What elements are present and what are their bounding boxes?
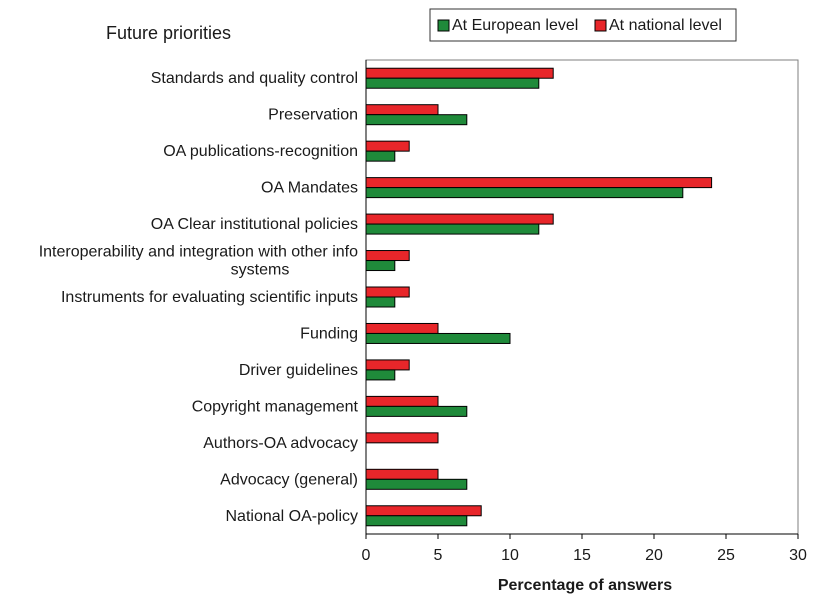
legend-label-national: At national level [609,17,722,34]
category-label-0: Standards and quality control [151,70,358,87]
category-label-1: Preservation [268,107,358,124]
bar-european-7 [365,332,511,344]
bar-european-5 [365,260,396,272]
bar-national-4 [365,213,554,225]
x-tick-label-4: 20 [645,547,663,564]
bar-national-11 [365,468,439,480]
bar-european-8 [365,369,396,381]
category-labels-group: Standards and quality control Preservatio… [39,70,359,525]
legend-box [429,8,737,42]
bar-european-1 [365,114,468,126]
bar-national-2 [365,140,410,152]
x-tick-label-5: 25 [717,547,735,564]
plot-area [365,59,799,535]
category-label-11: Advocacy (general) [220,471,358,488]
category-label-4: OA Clear institutional policies [151,216,358,233]
bar-national-1 [365,104,439,116]
bar-european-2 [365,150,396,162]
category-label-10: Authors-OA advocacy [203,435,358,452]
bar-european-11 [365,478,468,490]
category-label-8: Driver guidelines [239,362,358,379]
category-label-3: OA Mandates [261,180,358,197]
category-label-9: Copyright management [192,398,359,415]
bar-european-0 [365,77,540,89]
bars-group [365,67,713,527]
bar-national-6 [365,286,410,298]
bar-european-6 [365,296,396,308]
bar-national-3 [365,177,713,189]
bar-national-7 [365,322,439,334]
x-tick-label-1: 5 [434,547,443,564]
bar-national-9 [365,395,439,407]
bar-national-10 [365,432,439,444]
chart-title: Future priorities [106,23,231,43]
legend-label-european: At European level [452,17,578,34]
x-ticks-group: 0 5 10 15 20 25 30 [362,534,807,564]
bar-national-12 [365,505,482,517]
x-tick-label-6: 30 [789,547,807,564]
legend: At European level At national level [429,8,737,42]
bar-national-8 [365,359,410,371]
bar-national-5 [365,250,410,262]
bar-european-3 [365,187,684,199]
legend-swatch-national [594,19,607,32]
category-label-5: Interoperability and integration with ot… [39,244,358,279]
category-label-12: National OA-policy [226,508,359,525]
x-tick-label-0: 0 [362,547,371,564]
bar-european-4 [365,223,540,235]
bar-european-12 [365,515,468,527]
bar-european-9 [365,405,468,417]
x-axis-label: Percentage of answers [498,577,672,594]
x-tick-label-2: 10 [501,547,519,564]
category-label-6: Instruments for evaluating scientific in… [61,289,358,306]
category-label-7: Funding [300,325,358,342]
category-label-2: OA publications-recognition [163,143,358,160]
x-tick-label-3: 15 [573,547,591,564]
bar-national-0 [365,67,554,79]
legend-swatch-european [437,19,450,32]
